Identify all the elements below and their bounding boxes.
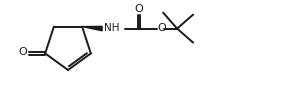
Text: O: O (135, 4, 143, 14)
Text: O: O (19, 47, 28, 57)
Text: O: O (158, 23, 166, 33)
Text: NH: NH (104, 23, 120, 33)
Polygon shape (82, 26, 102, 31)
